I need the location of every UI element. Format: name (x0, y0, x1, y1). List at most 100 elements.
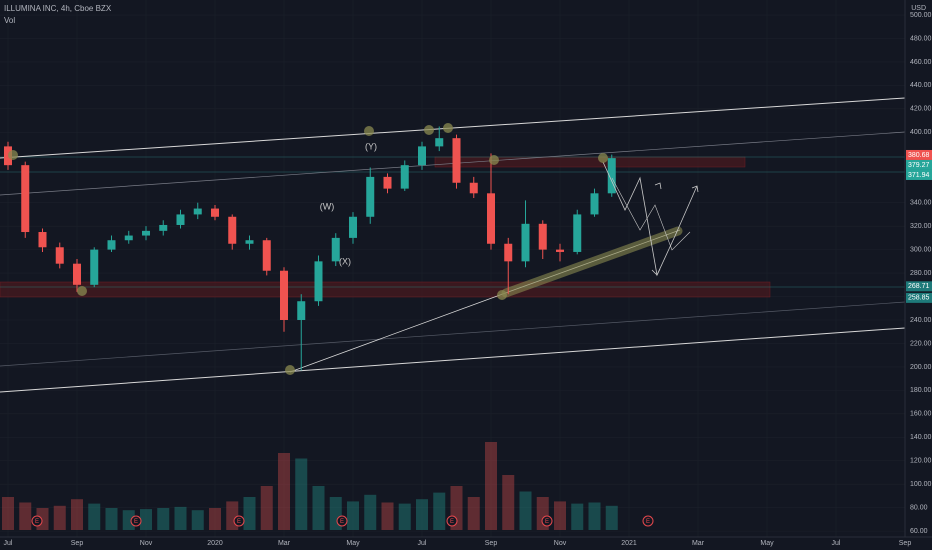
volume-bar (278, 453, 290, 530)
event-marker-label: E (35, 519, 39, 525)
volume-bar (174, 506, 187, 530)
candle-body (21, 165, 30, 233)
y-tick-label: 140.00 (910, 434, 932, 441)
y-tick-label: 340.00 (910, 200, 932, 207)
x-tick-label: 2020 (207, 540, 223, 547)
volume-bar (243, 497, 256, 530)
candle-body (400, 165, 409, 189)
pivot (285, 365, 295, 375)
volume-bar (467, 497, 480, 530)
volume-bar (191, 510, 204, 530)
candle-body (590, 193, 599, 215)
price-label-bg (906, 292, 932, 303)
y-tick-label: 500.00 (910, 12, 932, 19)
price-label: 380.68 (908, 152, 930, 159)
y-tick-label: 480.00 (910, 35, 932, 42)
event-marker-label: E (237, 519, 241, 525)
volume-bar (347, 501, 359, 530)
wave-label: (W) (320, 201, 335, 211)
axis-unit: USD (911, 5, 926, 12)
volume-bar (88, 503, 101, 530)
candles (4, 126, 616, 371)
x-tick-label: May (760, 540, 774, 547)
support-zone (0, 281, 771, 298)
pivot (598, 153, 608, 163)
event-marker (541, 515, 553, 527)
volume-bar (157, 508, 170, 530)
x-tick-label: Jul (418, 540, 427, 547)
arrow-head (691, 185, 699, 193)
candle-body (418, 146, 426, 166)
candle-body (297, 301, 306, 320)
x-tick-label: May (346, 540, 360, 547)
volume-bar (364, 494, 377, 530)
candle-body (193, 208, 202, 215)
candle-body (73, 263, 81, 285)
candle-body (4, 146, 12, 166)
resistance-zone (434, 156, 746, 168)
volume-legend: Vol (4, 16, 15, 25)
y-tick-label: 240.00 (910, 317, 932, 324)
volume-bar (140, 509, 152, 530)
x-tick-label: 2021 (621, 540, 637, 547)
trend-line (0, 301, 906, 367)
candle-body (245, 240, 254, 244)
volume-bar (2, 497, 14, 530)
x-tick-label: Mar (692, 540, 705, 547)
arrow-head (654, 182, 662, 190)
price-label: 268.71 (908, 283, 930, 290)
candle-body (607, 158, 616, 194)
pivot (8, 150, 18, 160)
volume-bar (588, 502, 601, 530)
event-marker (31, 515, 43, 527)
y-tick-label: 80.00 (910, 505, 928, 512)
volume-bar (485, 442, 497, 530)
candle-body (556, 249, 564, 252)
pivot (77, 286, 87, 296)
y-tick-label: 220.00 (910, 340, 932, 347)
candle-body (176, 214, 185, 225)
candle-body (469, 182, 478, 194)
y-tick-label: 420.00 (910, 106, 932, 113)
price-label: 258.85 (908, 295, 930, 302)
candle-body (366, 176, 375, 217)
candle-body (211, 208, 219, 217)
x-tick-label: Nov (140, 540, 153, 547)
volume-bar (105, 508, 118, 530)
price-label-bg (906, 281, 932, 292)
volume-bar (53, 505, 66, 530)
price-label: 371.94 (908, 172, 930, 179)
y-tick-label: 180.00 (910, 387, 932, 394)
pivot (443, 123, 453, 133)
chart-title: ILLUMINA INC, 4h, Cboe BZX (4, 4, 112, 13)
volume-bar (605, 505, 618, 530)
arrow-head (651, 268, 661, 276)
candle-body (55, 247, 64, 264)
y-tick-label: 440.00 (910, 82, 932, 89)
candle-body (280, 270, 288, 320)
volume-bar (398, 503, 411, 530)
wave-label: (Y) (365, 141, 377, 151)
candle-body (314, 261, 323, 302)
event-marker-label: E (646, 519, 650, 525)
candle-body (262, 240, 271, 271)
candle-body (452, 138, 461, 183)
candle-body (538, 223, 547, 250)
volume-bar (433, 492, 446, 530)
event-marker-label: E (134, 519, 138, 525)
volume-bar (260, 486, 273, 530)
volume-bar (381, 502, 394, 530)
price-label-bg (906, 169, 932, 180)
pivot (497, 290, 507, 300)
x-tick-label: Sep (71, 540, 84, 547)
x-tick-label: Nov (554, 540, 567, 547)
event-marker (642, 515, 654, 527)
volume-bar (122, 510, 135, 530)
volume-bar (554, 501, 566, 530)
candle-body (228, 216, 237, 244)
y-tick-label: 320.00 (910, 223, 932, 230)
candle-body (331, 237, 340, 262)
price-label: 379.27 (908, 162, 930, 169)
